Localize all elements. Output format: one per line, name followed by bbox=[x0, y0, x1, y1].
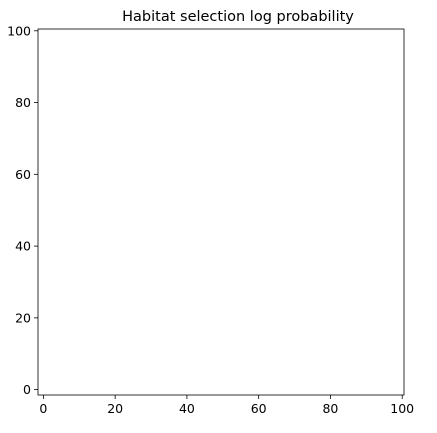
chart-title: Habitat selection log probability bbox=[122, 9, 354, 25]
